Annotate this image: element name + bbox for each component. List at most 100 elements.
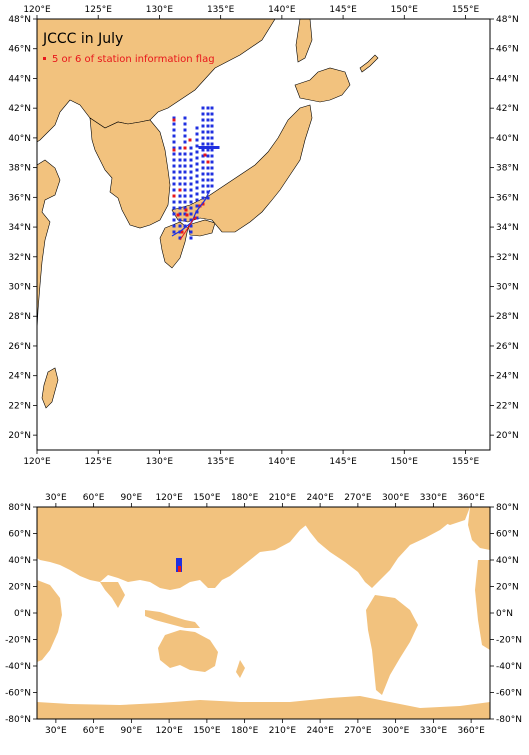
station-dot [172, 230, 176, 234]
global-x-tick-label-top: 150°E [193, 493, 221, 503]
y-tick-label-left: 46°N [8, 45, 31, 55]
global-x-tick-label-top: 30°E [45, 493, 67, 503]
global-y-tick-label-left: 60°N [8, 530, 31, 540]
station-dot [206, 184, 210, 188]
global-station-markers [176, 558, 182, 572]
station-dot [172, 164, 176, 168]
station-dot [206, 172, 210, 176]
station-dot [210, 178, 214, 182]
station-dot [178, 170, 182, 174]
station-dot [172, 200, 176, 204]
flagged-station-dot [184, 208, 188, 212]
global-x-tick-label-top: 180°E [231, 493, 259, 503]
station-dot [178, 218, 182, 222]
y-tick-label-right: 42°N [496, 104, 519, 114]
y-tick-label-right: 22°N [496, 401, 519, 411]
station-dot [201, 196, 205, 200]
y-tick-label-left: 38°N [8, 164, 31, 174]
y-tick-label-right: 44°N [496, 74, 519, 84]
legend-label: 5 or 6 of station information flag [52, 54, 215, 65]
x-tick-label-bottom: 125°E [85, 457, 113, 467]
land-eurasia [37, 507, 370, 590]
global-y-tick-label-left: -40°N [5, 662, 31, 672]
station-dot [183, 122, 187, 126]
y-tick-label-right: 40°N [496, 134, 519, 144]
flagged-station-dot [188, 138, 192, 142]
station-dot [172, 194, 176, 198]
station-dot [189, 146, 193, 150]
station-dot [195, 126, 199, 130]
station-dot [195, 156, 199, 160]
station-dot [183, 128, 187, 132]
station-dot [172, 218, 176, 222]
station-dot [172, 134, 176, 138]
station-dot [172, 158, 176, 162]
station-dot [201, 106, 205, 110]
y-tick-label-left: 34°N [8, 223, 31, 233]
y-tick-label-right: 38°N [496, 164, 519, 174]
station-dot [206, 106, 210, 110]
station-dot [206, 196, 210, 200]
station-dot [183, 158, 187, 162]
station-dot [213, 146, 217, 149]
station-dot [172, 146, 176, 150]
station-dot [206, 178, 210, 182]
y-tick-label-left: 26°N [8, 342, 31, 352]
station-dot [183, 140, 187, 144]
y-tick-label-left: 24°N [8, 372, 31, 382]
station-dot [189, 224, 193, 228]
global-y-tick-label-right: 40°N [496, 556, 519, 566]
station-dot [172, 152, 176, 156]
flagged-station-dot [172, 148, 176, 152]
station-dot [172, 176, 176, 180]
station-dot [183, 218, 187, 222]
land-kurils [359, 54, 379, 73]
y-tick-label-right: 32°N [496, 253, 519, 263]
station-dot [210, 142, 214, 146]
x-tick-label-bottom: 145°E [329, 457, 357, 467]
station-dot [178, 188, 182, 192]
flagged-track-line [179, 217, 195, 241]
land-greenland [430, 507, 470, 525]
y-tick-label-left: 30°N [8, 283, 31, 293]
global-x-tick-label-bottom: 120°E [155, 726, 183, 736]
station-dot [210, 106, 214, 110]
y-tick-label-left: 20°N [8, 431, 31, 441]
regional-map: JCCC in July 5 or 6 of station informati… [8, 5, 519, 467]
global-x-tick-label-bottom: 30°E [45, 726, 67, 736]
station-dot [206, 166, 210, 170]
global-y-tick-label-right: 20°N [496, 583, 519, 593]
station-dot [189, 182, 193, 186]
global-x-tick-label-top: 210°E [269, 493, 297, 503]
station-dot [210, 112, 214, 116]
land-north-america [300, 507, 460, 588]
regional-frame-border [36, 18, 491, 451]
x-tick-label-top: 140°E [268, 5, 296, 15]
station-dot [201, 130, 205, 134]
station-dot [195, 198, 199, 202]
x-tick-label-bottom: 130°E [146, 457, 174, 467]
global-x-tick-label-top: 270°E [344, 493, 372, 503]
station-dot [210, 148, 214, 152]
station-dot [201, 142, 205, 146]
station-dot [206, 136, 210, 140]
station-dot [206, 124, 210, 128]
global-x-tick-label-top: 90°E [121, 493, 143, 503]
station-dot [183, 224, 187, 228]
y-tick-label-right: 24°N [496, 372, 519, 382]
station-dot [210, 130, 214, 134]
station-dot [210, 166, 214, 170]
y-tick-label-right: 48°N [496, 15, 519, 25]
station-dot [216, 146, 220, 149]
x-tick-label-top: 145°E [329, 5, 357, 15]
land-korea [89, 117, 171, 229]
station-dot [172, 224, 176, 228]
station-dot [183, 152, 187, 156]
global-x-tick-label-bottom: 330°E [420, 726, 448, 736]
station-dot [189, 194, 193, 198]
station-dot [178, 206, 182, 210]
station-dot [178, 152, 182, 156]
flagged-station-dot [185, 213, 189, 217]
x-tick-label-top: 125°E [85, 5, 113, 15]
station-dot [206, 190, 210, 194]
